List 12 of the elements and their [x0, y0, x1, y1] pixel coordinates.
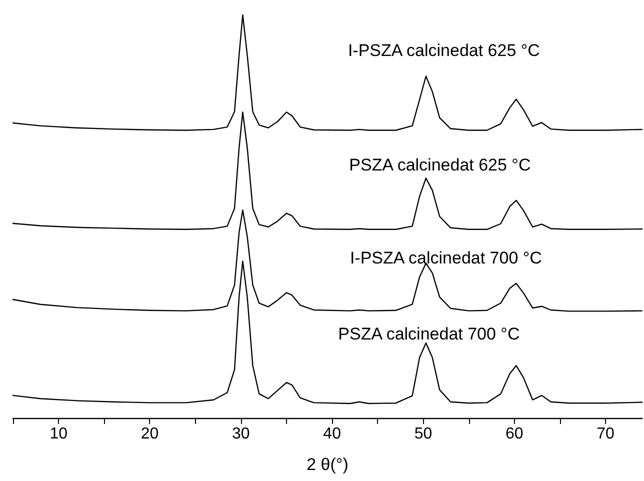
series-label: PSZA calcinedat 700 °C: [338, 324, 520, 344]
x-tick-label: 50: [414, 426, 432, 442]
x-tick-label: 70: [596, 426, 615, 442]
x-tick-label: 30: [232, 426, 250, 442]
x-axis-title: 2 θ(°): [306, 455, 348, 474]
x-tick-label: 40: [323, 426, 342, 442]
x-tick-label: 10: [50, 426, 68, 442]
series-label: I-PSZA calcinedat 625 °C: [348, 40, 540, 60]
series-label: PSZA calcinedat 625 °C: [349, 156, 531, 175]
x-tick-label: 60: [505, 426, 524, 442]
x-tick-label: 20: [140, 426, 159, 442]
series-label: I-PSZA calcinedat 700 °C: [350, 248, 542, 268]
